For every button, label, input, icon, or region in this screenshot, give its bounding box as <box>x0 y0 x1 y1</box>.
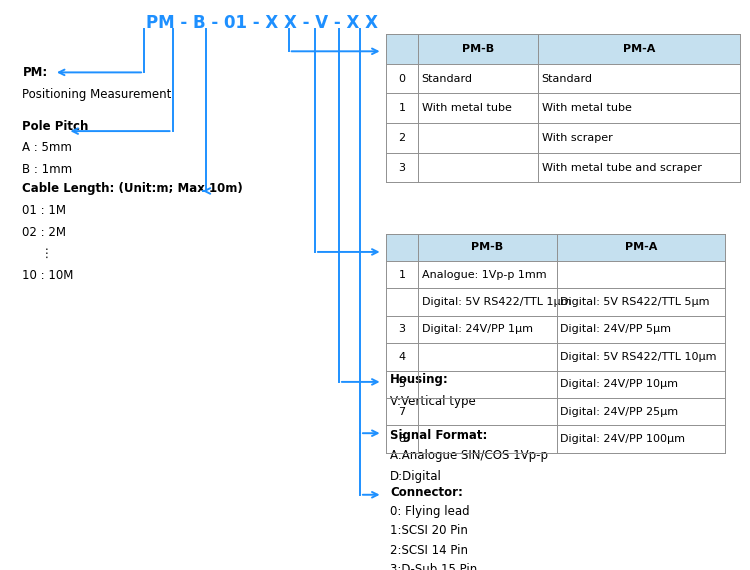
Text: Digital: 24V/PP 5μm: Digital: 24V/PP 5μm <box>560 324 671 335</box>
Text: Connector:: Connector: <box>390 486 463 499</box>
Text: 0: Flying lead: 0: Flying lead <box>390 505 470 518</box>
Bar <box>386 153 740 182</box>
Text: Digital: 24V/PP 1μm: Digital: 24V/PP 1μm <box>422 324 532 335</box>
Text: 10 : 10M: 10 : 10M <box>22 269 74 282</box>
Text: Standard: Standard <box>542 74 592 84</box>
Text: Signal Format:: Signal Format: <box>390 429 488 442</box>
Text: PM-A: PM-A <box>622 44 656 54</box>
Text: Digital: 5V RS422/TTL 1μm: Digital: 5V RS422/TTL 1μm <box>422 297 571 307</box>
Text: Digital: 24V/PP 10μm: Digital: 24V/PP 10μm <box>560 379 678 389</box>
Bar <box>386 370 725 398</box>
Bar <box>386 34 740 64</box>
Text: 01 : 1M: 01 : 1M <box>22 204 67 217</box>
Text: Cable Length: (Unit:m; Max 10m): Cable Length: (Unit:m; Max 10m) <box>22 182 243 196</box>
Text: A:Analogue SIN/COS 1Vp-p: A:Analogue SIN/COS 1Vp-p <box>390 449 548 462</box>
Bar <box>386 64 740 93</box>
Text: PM:: PM: <box>22 66 48 79</box>
Bar <box>386 234 725 261</box>
Text: A : 5mm: A : 5mm <box>22 141 72 154</box>
Text: Digital: 24V/PP 25μm: Digital: 24V/PP 25μm <box>560 406 678 417</box>
Text: 8: 8 <box>398 434 406 444</box>
Text: Digital: 5V RS422/TTL 5μm: Digital: 5V RS422/TTL 5μm <box>560 297 710 307</box>
Text: Digital: 24V/PP 100μm: Digital: 24V/PP 100μm <box>560 434 686 444</box>
Text: Pole Pitch: Pole Pitch <box>22 120 88 133</box>
Text: D:Digital: D:Digital <box>390 470 442 483</box>
Text: 0: 0 <box>398 74 406 84</box>
Text: 5: 5 <box>398 379 406 389</box>
Bar <box>386 93 740 123</box>
Text: With scraper: With scraper <box>542 133 612 143</box>
Text: 3: 3 <box>398 162 406 173</box>
Text: Housing:: Housing: <box>390 373 448 386</box>
Text: 4: 4 <box>398 352 406 362</box>
Text: With metal tube and scraper: With metal tube and scraper <box>542 162 701 173</box>
Text: With metal tube: With metal tube <box>542 103 632 113</box>
Text: PM-B: PM-B <box>462 44 494 54</box>
Text: B : 1mm: B : 1mm <box>22 163 73 176</box>
Bar <box>386 288 725 316</box>
Text: 1: 1 <box>398 270 406 280</box>
Bar <box>386 261 725 288</box>
Text: Analogue: 1Vp-p 1mm: Analogue: 1Vp-p 1mm <box>422 270 546 280</box>
Text: Digital: 5V RS422/TTL 10μm: Digital: 5V RS422/TTL 10μm <box>560 352 717 362</box>
Bar <box>386 316 725 343</box>
Text: 3:D-Sub 15 Pin: 3:D-Sub 15 Pin <box>390 563 477 570</box>
Text: PM-A: PM-A <box>625 242 657 253</box>
Text: 02 : 2M: 02 : 2M <box>22 226 67 239</box>
Text: 7: 7 <box>398 406 406 417</box>
Text: 2:SCSI 14 Pin: 2:SCSI 14 Pin <box>390 544 468 557</box>
Text: V:Vertical type: V:Vertical type <box>390 395 476 408</box>
Text: Standard: Standard <box>422 74 472 84</box>
Text: 1: 1 <box>398 103 406 113</box>
Text: 1:SCSI 20 Pin: 1:SCSI 20 Pin <box>390 524 468 538</box>
Text: PM-B: PM-B <box>471 242 503 253</box>
Text: ⋮: ⋮ <box>41 247 53 260</box>
Bar <box>386 398 725 425</box>
Bar <box>386 343 725 370</box>
Text: Positioning Measurement: Positioning Measurement <box>22 88 172 101</box>
Text: 2: 2 <box>398 133 406 143</box>
Bar <box>386 425 725 453</box>
Text: With metal tube: With metal tube <box>422 103 512 113</box>
Text: PM - B - 01 - X X - V - X X: PM - B - 01 - X X - V - X X <box>146 14 379 32</box>
Bar <box>386 123 740 153</box>
Text: 3: 3 <box>398 324 406 335</box>
